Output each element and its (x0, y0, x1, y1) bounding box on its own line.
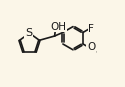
Text: F: F (88, 24, 94, 34)
Text: OH: OH (50, 22, 66, 32)
Text: O: O (87, 42, 96, 52)
Text: S: S (25, 28, 32, 38)
